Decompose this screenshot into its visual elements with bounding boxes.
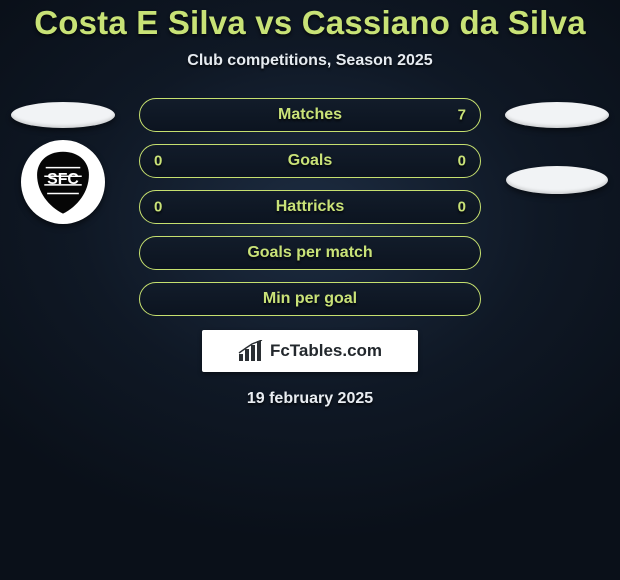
stat-label: Matches xyxy=(278,106,342,124)
stat-row-matches: Matches 7 xyxy=(139,98,481,132)
stat-row-goals-per-match: Goals per match xyxy=(139,236,481,270)
stat-left-value: 0 xyxy=(154,199,162,216)
stat-row-hattricks: 0 Hattricks 0 xyxy=(139,190,481,224)
stat-row-goals: 0 Goals 0 xyxy=(139,144,481,178)
page-subtitle: Club competitions, Season 2025 xyxy=(187,52,432,70)
content-root: Costa E Silva vs Cassiano da Silva Club … xyxy=(0,0,620,580)
bar-chart-icon xyxy=(238,340,264,362)
stat-right-value: 0 xyxy=(458,199,466,216)
santos-fc-icon: SFC xyxy=(27,146,99,218)
stat-left-value: 0 xyxy=(154,153,162,170)
stat-label: Goals xyxy=(288,152,332,170)
fctables-logo-box: FcTables.com xyxy=(202,330,418,372)
left-country-badge xyxy=(11,102,115,128)
stat-rows: Matches 7 0 Goals 0 0 Hattricks 0 Goals … xyxy=(139,98,481,316)
stat-label: Goals per match xyxy=(247,244,372,262)
club-badge-letters: SFC xyxy=(47,171,79,188)
page-title: Costa E Silva vs Cassiano da Silva xyxy=(34,4,586,42)
stat-right-value: 7 xyxy=(458,107,466,124)
stat-right-value: 0 xyxy=(458,153,466,170)
fctables-logo-text: FcTables.com xyxy=(270,341,382,361)
left-badges-column: SFC xyxy=(8,102,118,224)
stat-row-min-per-goal: Min per goal xyxy=(139,282,481,316)
right-badges-column xyxy=(502,102,612,194)
left-club-badge: SFC xyxy=(21,140,105,224)
comparison-board: SFC Matches 7 0 Goals 0 0 Hattricks 0 xyxy=(0,98,620,316)
right-club-badge xyxy=(506,166,608,194)
footer-date: 19 february 2025 xyxy=(247,390,373,408)
right-country-badge xyxy=(505,102,609,128)
stat-label: Hattricks xyxy=(276,198,344,216)
stat-label: Min per goal xyxy=(263,290,357,308)
